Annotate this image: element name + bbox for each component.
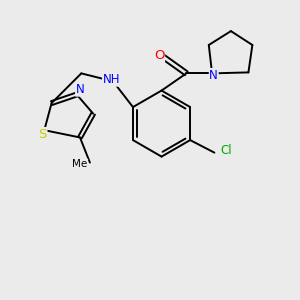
Text: Me: Me [72,159,88,169]
Text: Cl: Cl [220,145,232,158]
Text: NH: NH [103,73,120,86]
Text: N: N [209,68,218,82]
Text: O: O [154,49,164,62]
Text: S: S [38,128,47,141]
Text: N: N [76,83,84,96]
